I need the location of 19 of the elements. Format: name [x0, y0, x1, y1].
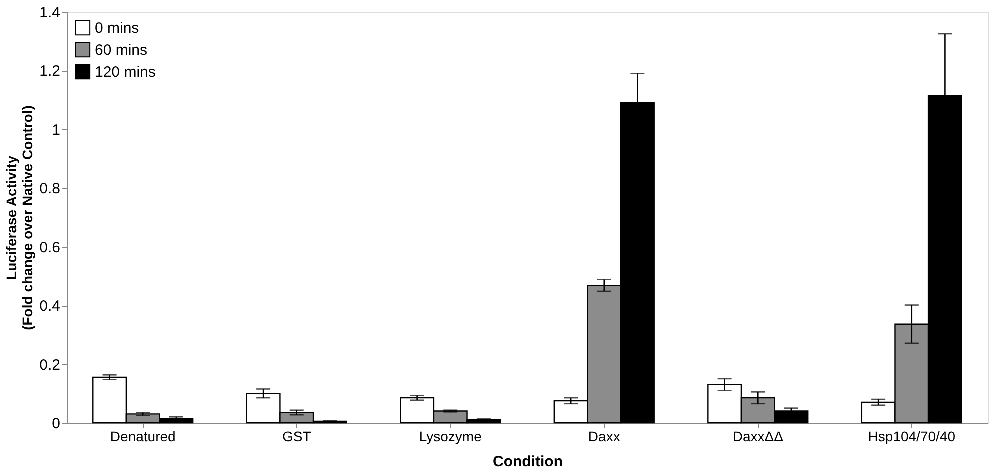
x-tick-label: DaxxΔΔ [732, 428, 784, 444]
legend-label: 60 mins [95, 42, 148, 59]
y-tick-label: 0 [52, 416, 60, 432]
y-tick-label: 0.8 [40, 180, 60, 198]
legend-label: 0 mins [95, 20, 140, 37]
x-axis-title: Condition [493, 454, 563, 470]
x-tick-label: Lysozyme [419, 428, 482, 444]
x-tick-label: Denatured [110, 428, 176, 444]
x-tick-label: Daxx [588, 428, 620, 444]
x-tick-label: GST [282, 428, 312, 444]
y-tick-label: 0.2 [40, 356, 60, 374]
x-tick-label: Hsp104/70/40 [868, 428, 956, 444]
y-tick-label: 1.2 [40, 63, 60, 80]
y-tick-label: 0.6 [40, 239, 60, 256]
y-tick-label: 1 [52, 122, 60, 139]
legend-label: 120 mins [95, 64, 156, 81]
y-tick-label: 0.4 [40, 298, 60, 316]
y-tick-label: 1.4 [40, 4, 60, 22]
y-axis-title: Luciferase Activity (Fold change over Native Control) [4, 106, 36, 330]
